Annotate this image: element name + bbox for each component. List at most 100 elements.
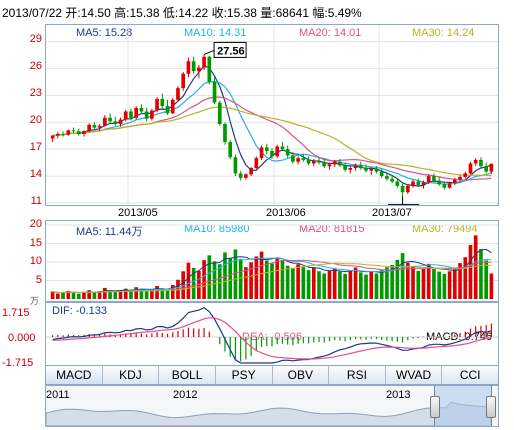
volume-bar (139, 289, 144, 299)
volume-bar (306, 270, 311, 299)
overview-navigator[interactable]: 2011 2012 2013 (45, 385, 499, 427)
candle-body (473, 159, 478, 164)
volume-bar (207, 255, 212, 299)
tab-rsi[interactable]: RSI (329, 366, 386, 384)
tab-kdj[interactable]: KDJ (102, 366, 160, 384)
candle-body (238, 173, 243, 178)
candle-body (379, 171, 384, 177)
candle-body (197, 67, 201, 72)
dif-label: DIF: -0.133 (52, 305, 108, 317)
ma5-label: MA5: 15.28 (76, 27, 133, 39)
volume-bar (191, 267, 196, 299)
ma20-label: MA20: 14.01 (299, 27, 362, 39)
overview-year-2011: 2011 (46, 389, 70, 401)
quote-date: 2013/07/22 (2, 6, 63, 20)
candle-body (50, 135, 55, 139)
volume-bar (87, 290, 92, 299)
candle-body (76, 131, 81, 134)
volume-bar (442, 273, 447, 299)
volume-bar (489, 273, 494, 299)
volume-bar (244, 267, 248, 299)
volume-y-tick: 10 (29, 255, 42, 267)
volume-bar (395, 259, 400, 299)
tab-obv[interactable]: OBV (272, 366, 330, 384)
volume-bar (458, 263, 462, 299)
volume-bar (338, 271, 342, 299)
volume-bar (50, 291, 55, 299)
candle-body (296, 158, 300, 162)
candle-body (160, 98, 165, 107)
volume-bar (270, 263, 274, 299)
candle-body (150, 110, 154, 119)
volume-bar (374, 273, 379, 299)
vol-ma5-label: MA5: 11.44万 (76, 226, 143, 238)
overview-left-handle[interactable] (430, 396, 440, 418)
candle-body (82, 131, 86, 134)
candle-body (426, 176, 431, 183)
overview-selection[interactable] (434, 386, 492, 426)
volume-bar (118, 290, 123, 299)
volume-bar (280, 260, 285, 299)
candle-body (176, 88, 180, 100)
candle-body (144, 111, 149, 119)
volume-bar (76, 293, 81, 299)
candle-body (489, 163, 494, 172)
candle-body (306, 159, 311, 164)
volume-bar (343, 273, 347, 299)
tab-cci[interactable]: CCI (442, 366, 498, 384)
tab-psy[interactable]: PSY (215, 366, 273, 384)
candle-body (364, 168, 368, 171)
candle-body (280, 146, 285, 150)
candle-body (358, 165, 363, 169)
volume-bar (186, 262, 191, 299)
candle-body (181, 73, 186, 89)
candle-body (165, 106, 170, 114)
vol-ma30-line (52, 262, 492, 294)
candle-body (327, 164, 332, 167)
macd-tick-bottom: -1.715 (2, 357, 34, 369)
candle-body (452, 179, 457, 184)
volume-bar (421, 268, 426, 299)
candle-body (71, 130, 76, 132)
volume-bar (364, 274, 368, 299)
volume-bar (285, 265, 290, 299)
change-value: 5.49% (327, 6, 362, 20)
candle-body (223, 124, 227, 142)
candle-body (447, 183, 452, 188)
volume-bar (275, 257, 280, 299)
volume-bar (291, 268, 295, 299)
price-panel[interactable]: MA5: 15.28 MA10: 14.31 MA20: 14.01 MA30:… (45, 24, 499, 206)
open-value: 14.50 (80, 6, 111, 20)
high-value: 15.38 (129, 6, 160, 20)
volume-y-tick: 15 (29, 236, 42, 249)
indicator-tabs: MACD KDJ BOLL PSY OBV RSI WVAD CCI (45, 365, 499, 385)
volume-bar (129, 289, 133, 299)
macd-chart (46, 307, 498, 364)
vol-ma20-label: MA20: 81815 (299, 223, 365, 235)
volume-bar (82, 291, 86, 299)
candle-body (484, 166, 488, 172)
tab-macd[interactable]: MACD (46, 366, 103, 384)
volume-bar (405, 262, 410, 299)
volume-bar (301, 267, 306, 299)
candle-body (311, 160, 316, 164)
volume-panel[interactable]: MA5: 11.44万 MA10: 85980 MA20: 81815 MA30… (45, 220, 499, 302)
dea-line (52, 317, 492, 360)
candle-body (103, 117, 107, 126)
volume-bar (327, 270, 332, 299)
volume-bar (108, 290, 112, 299)
candle-body (291, 155, 295, 162)
overview-right-handle[interactable] (486, 396, 496, 418)
high-label: 高: (114, 6, 130, 20)
volume-bar (56, 293, 60, 299)
price-y-tick: 23 (29, 87, 42, 100)
volume-bar (358, 272, 363, 299)
candle-body (118, 119, 123, 125)
candle-body (134, 107, 139, 118)
tab-wvad[interactable]: WVAD (385, 366, 443, 384)
candle-body (322, 162, 327, 167)
volume-bar (484, 260, 488, 299)
macd-panel[interactable]: DIF: -0.133 DEA: -0.506 MACD: 0.746 (45, 302, 499, 366)
tab-boll[interactable]: BOLL (159, 366, 216, 384)
candle-body (395, 181, 400, 186)
